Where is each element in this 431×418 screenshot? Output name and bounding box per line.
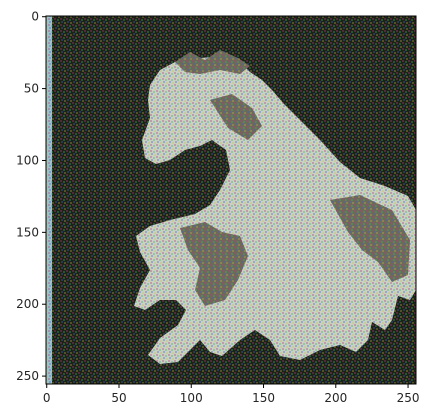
x-tick-label: 250 [397,391,420,405]
y-axis-ticks: 0 50 100 150 200 250 [16,10,46,383]
y-tick-label: 250 [16,369,39,383]
y-tick-label: 200 [16,297,39,311]
x-tick-label: 0 [43,391,51,405]
x-tick-label: 150 [252,391,275,405]
noise-overlay [46,16,416,384]
axes-frame [45,15,417,385]
x-tick-label: 50 [111,391,126,405]
x-tick-label: 100 [180,391,203,405]
y-tick-label: 50 [24,82,39,96]
x-tick-label: 200 [324,391,347,405]
image [46,16,416,384]
y-tick-label: 150 [16,225,39,239]
y-tick-label: 100 [16,153,39,167]
y-tick-label: 0 [31,10,39,24]
x-axis-ticks: 0 50 100 150 200 250 [43,384,420,405]
